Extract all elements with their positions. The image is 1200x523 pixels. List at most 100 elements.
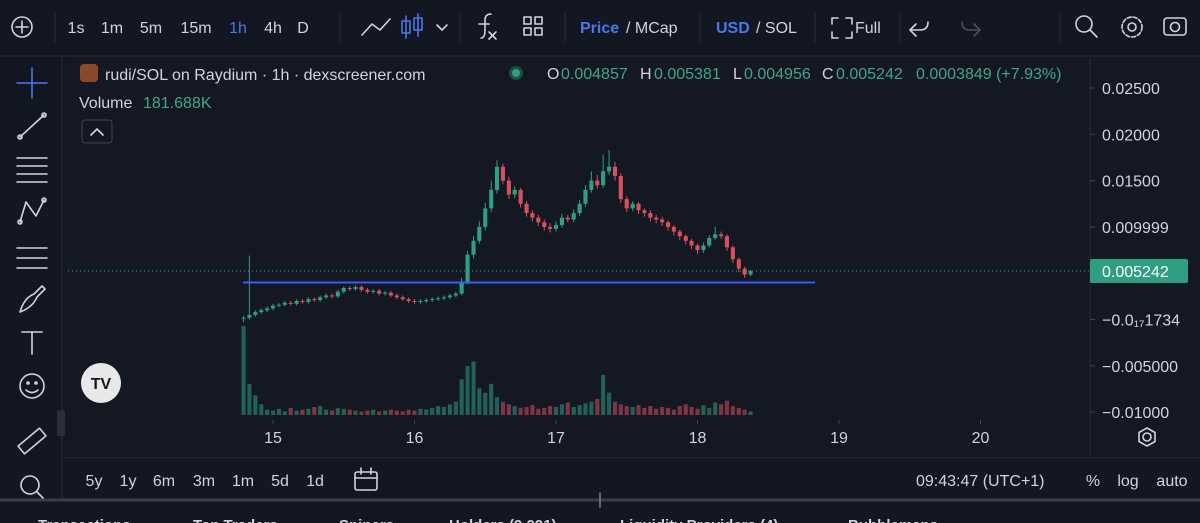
volume-bar bbox=[288, 407, 293, 415]
range-button[interactable]: 1y bbox=[120, 473, 137, 490]
y-tick-label: −0.01000 bbox=[1102, 405, 1169, 422]
range-button[interactable]: 5d bbox=[271, 473, 289, 490]
bottom-icons[interactable] bbox=[354, 427, 1156, 508]
volume-bar bbox=[719, 404, 724, 415]
candle-body bbox=[288, 302, 293, 304]
volume-bar bbox=[430, 407, 435, 415]
candle-body bbox=[583, 189, 588, 204]
volume-bar bbox=[559, 404, 565, 415]
candle-body bbox=[412, 301, 417, 303]
scale-option[interactable]: log bbox=[1117, 473, 1138, 490]
candle-body bbox=[542, 222, 547, 227]
volume-bar bbox=[424, 409, 429, 415]
volume-bar bbox=[500, 401, 506, 415]
candle-body bbox=[489, 189, 494, 209]
candle-body bbox=[241, 317, 246, 319]
volume-bar bbox=[436, 406, 441, 415]
volume-bar bbox=[548, 406, 553, 415]
range-button[interactable]: 1d bbox=[306, 473, 324, 490]
left-tools[interactable] bbox=[16, 67, 48, 499]
candle-body bbox=[559, 217, 565, 226]
tab[interactable]: Top Traders bbox=[193, 517, 278, 523]
candle-body bbox=[524, 203, 529, 214]
price-toggle[interactable]: Price bbox=[580, 20, 619, 37]
range-button[interactable]: 3m bbox=[193, 473, 215, 490]
candle-body bbox=[530, 213, 535, 218]
fullscreen[interactable]: Full bbox=[855, 20, 881, 37]
collapse-handle[interactable] bbox=[57, 410, 65, 436]
candle-body bbox=[601, 171, 606, 186]
interval-button[interactable]: 5m bbox=[140, 20, 162, 37]
symbol-title: rudi/SOL on Raydium · 1h · dexscreener.c… bbox=[105, 67, 425, 84]
volume-label: Volume bbox=[79, 95, 132, 112]
mcap-toggle[interactable]: / MCap bbox=[626, 20, 678, 37]
candle-body bbox=[329, 295, 335, 297]
volume-bar bbox=[553, 406, 559, 415]
y-tick-label: −0.0₁₇1734 bbox=[1102, 313, 1180, 330]
volume-bar bbox=[371, 409, 376, 415]
last-price-label: 0.005242 bbox=[1102, 264, 1169, 281]
usd-toggle[interactable]: USD bbox=[716, 20, 750, 37]
volume-bar bbox=[441, 406, 447, 415]
volume-bar bbox=[512, 406, 517, 415]
interval-button[interactable]: 1h bbox=[229, 20, 247, 37]
tv-logo-mark: TV bbox=[91, 376, 112, 393]
collapse-arrow bbox=[90, 128, 104, 136]
volume-bar bbox=[589, 401, 594, 415]
interval-button[interactable]: 1s bbox=[68, 20, 85, 37]
interval-button[interactable]: 1m bbox=[101, 20, 123, 37]
tab[interactable]: Transactions bbox=[38, 517, 131, 523]
candle-body bbox=[341, 288, 346, 292]
candle-body bbox=[394, 295, 399, 298]
scale-option[interactable]: auto bbox=[1156, 473, 1187, 490]
candle-body bbox=[294, 301, 299, 304]
y-tick-label: 0.009999 bbox=[1102, 220, 1169, 237]
collapse-legend[interactable] bbox=[81, 119, 113, 144]
x-tick-label: 18 bbox=[689, 430, 707, 447]
candle-body bbox=[642, 210, 647, 214]
sol-toggle[interactable]: / SOL bbox=[756, 20, 797, 37]
candle-body bbox=[300, 301, 305, 303]
range-button[interactable]: 6m bbox=[153, 473, 175, 490]
candle-body bbox=[306, 299, 311, 302]
tab[interactable]: Holders (9,091) bbox=[449, 517, 557, 523]
candle-body bbox=[624, 199, 629, 209]
interval-button[interactable]: 4h bbox=[264, 20, 282, 37]
tab[interactable]: Liquidity Providers (4) bbox=[620, 517, 778, 523]
last-price-tag bbox=[1090, 258, 1188, 283]
volume-bar bbox=[724, 400, 729, 415]
x-tick-label: 20 bbox=[972, 430, 990, 447]
range-button[interactable]: 1m bbox=[232, 473, 254, 490]
x-tick-label: 17 bbox=[547, 430, 565, 447]
volume-bar bbox=[247, 383, 252, 415]
volume-bar bbox=[335, 407, 340, 415]
candle-body bbox=[536, 217, 541, 223]
volume-bar bbox=[701, 405, 706, 415]
candle-body bbox=[247, 314, 252, 318]
candle-body bbox=[430, 299, 435, 301]
volume-bar bbox=[583, 403, 588, 415]
volume-bar bbox=[677, 406, 682, 415]
volume-bar bbox=[642, 407, 647, 415]
tab[interactable]: Snipers bbox=[339, 517, 394, 523]
volume-bar bbox=[489, 383, 494, 415]
candle-body bbox=[677, 231, 682, 237]
candle-body bbox=[607, 166, 612, 172]
volume-bar bbox=[377, 411, 382, 415]
candle-body bbox=[695, 245, 700, 251]
candle-body bbox=[689, 240, 694, 246]
tv-logo[interactable] bbox=[81, 363, 121, 403]
volume-bar bbox=[359, 411, 364, 415]
y-tick-label: −0.005000 bbox=[1102, 359, 1178, 376]
tab[interactable]: Bubblemaps bbox=[848, 517, 938, 523]
top-icons[interactable] bbox=[11, 13, 1187, 40]
candle-body bbox=[719, 234, 724, 237]
ohlc-legend: O 0.004857 H 0.005381 L 0.004956 C 0.005… bbox=[547, 66, 1061, 83]
range-button[interactable]: 5y bbox=[86, 473, 103, 490]
interval-button[interactable]: 15m bbox=[180, 20, 211, 37]
interval-button[interactable]: D bbox=[297, 20, 309, 37]
candle-body bbox=[359, 287, 364, 290]
scale-option[interactable]: % bbox=[1086, 473, 1100, 490]
status-dot-core bbox=[512, 69, 520, 77]
volume-bar bbox=[542, 407, 547, 415]
